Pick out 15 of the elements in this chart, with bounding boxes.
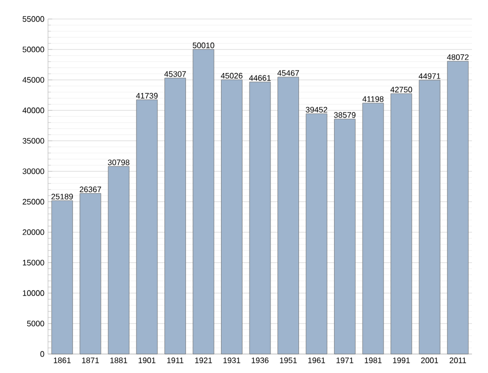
- bar: [418, 80, 440, 354]
- bar: [306, 114, 328, 354]
- bar: [108, 166, 130, 354]
- bar: [136, 100, 158, 354]
- bar: [334, 118, 356, 354]
- bar: [221, 80, 242, 354]
- bar: [390, 93, 412, 354]
- bar: [80, 193, 102, 354]
- bar: [249, 82, 271, 354]
- bar: [362, 102, 384, 354]
- bar: [192, 49, 214, 354]
- bar: [51, 200, 73, 354]
- bar: [164, 78, 186, 354]
- bar: [447, 60, 469, 354]
- bar: [278, 76, 299, 354]
